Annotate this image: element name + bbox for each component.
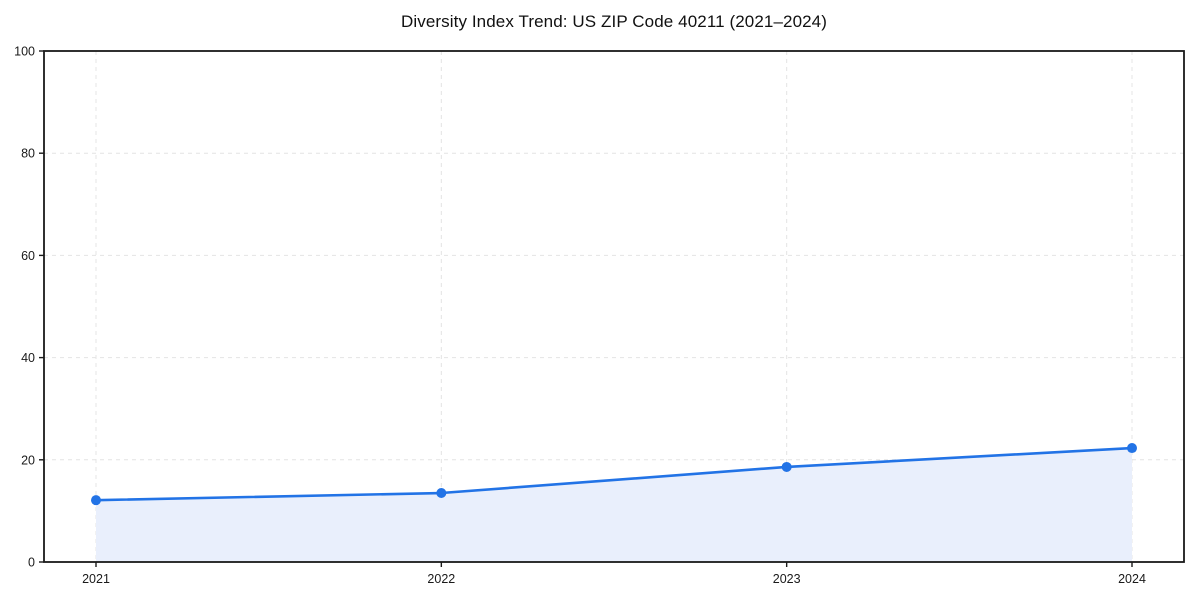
x-tick-label: 2023 [773, 572, 801, 586]
x-tick-label: 2021 [82, 572, 110, 586]
y-tick-label: 80 [21, 147, 35, 161]
plot-frame [43, 50, 1185, 563]
y-tick-label: 20 [21, 453, 35, 467]
data-point-2022 [436, 488, 447, 499]
data-point-2023 [781, 461, 792, 472]
x-tick-label: 2022 [427, 572, 455, 586]
y-tick-label: 40 [21, 351, 35, 365]
data-point-2021 [91, 495, 101, 506]
y-tick-label: 100 [14, 45, 35, 59]
data-point-2024 [1127, 443, 1137, 454]
area-fill [96, 448, 1132, 562]
x-tick-label: 2024 [1118, 572, 1146, 586]
y-tick-label: 60 [21, 249, 35, 263]
chart-title: Diversity Index Trend: US ZIP Code 40211… [400, 12, 828, 31]
trend-line [95, 446, 1133, 502]
y-tick-label: 0 [28, 556, 35, 570]
